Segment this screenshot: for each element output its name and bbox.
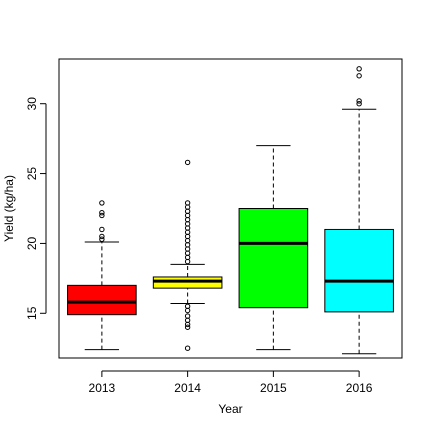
outlier-point: [99, 212, 105, 219]
box-group-2015: [238, 145, 309, 351]
outlier-point: [99, 236, 105, 242]
outlier-point: [99, 233, 105, 240]
box-group-2014: [152, 159, 223, 351]
x-axis-title: Year: [218, 402, 242, 416]
y-tick-label: 20: [25, 236, 39, 250]
x-tick-label: 2013: [89, 381, 116, 395]
outlier-point: [184, 303, 191, 310]
y-axis: 15 20 25 30: [25, 97, 47, 320]
outlier-point: [356, 73, 362, 79]
box-2016: [324, 228, 394, 313]
outlier-point: [356, 101, 362, 107]
box-group-2016: [324, 66, 394, 355]
outlier-point: [184, 345, 191, 351]
box-2015: [238, 208, 309, 309]
x-tick-label: 2016: [346, 381, 373, 395]
plot-frame: [58, 58, 403, 359]
outlier-point: [184, 313, 191, 319]
y-tick-label: 25: [25, 167, 39, 181]
x-tick-label: 2014: [174, 381, 201, 395]
plot-layer: [67, 66, 394, 355]
outlier-point: [99, 200, 105, 206]
box-group-2013: [67, 200, 137, 351]
x-axis: 2013 2014 2015 2016: [89, 370, 373, 395]
x-tick-label: 2015: [260, 381, 287, 395]
outlier-point: [99, 226, 105, 233]
y-tick-label: 15: [25, 306, 39, 320]
outlier-point: [356, 98, 362, 104]
outlier-point: [184, 324, 191, 330]
box-2013: [67, 284, 137, 316]
outlier-point: [99, 209, 105, 216]
outlier-point: [356, 66, 362, 72]
y-axis-title: Yield (kg/ha): [2, 175, 16, 242]
y-tick-label: 30: [25, 97, 39, 111]
outlier-point: [184, 200, 191, 206]
outlier-point: [184, 159, 191, 166]
